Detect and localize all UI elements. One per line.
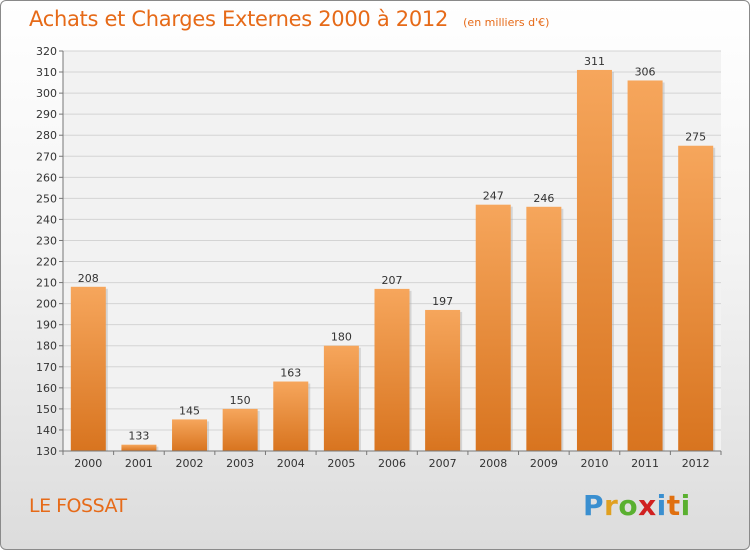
bar-2009 (526, 206, 562, 451)
y-tick-label: 180 (36, 340, 57, 353)
data-label: 150 (230, 394, 251, 407)
x-tick-label: 2002 (176, 457, 204, 470)
x-tick-label: 2001 (125, 457, 153, 470)
bar-2006 (374, 288, 410, 451)
data-label: 145 (179, 404, 200, 417)
bar-2012 (678, 145, 714, 451)
x-tick-label: 2003 (226, 457, 254, 470)
y-tick-label: 310 (36, 66, 57, 79)
x-tick-label: 2005 (327, 457, 355, 470)
bar-2002 (172, 419, 208, 451)
chart-subtitle: (en milliers d'€) (463, 16, 550, 29)
data-label: 133 (128, 430, 149, 443)
y-tick-label: 170 (36, 361, 57, 374)
y-tick-label: 280 (36, 129, 57, 142)
y-tick-label: 290 (36, 108, 57, 121)
y-tick-label: 270 (36, 150, 57, 163)
bar-2011 (627, 80, 663, 451)
data-label: 180 (331, 331, 352, 344)
bar-2008 (475, 204, 511, 451)
logo-letter: t (666, 489, 681, 522)
y-tick-label: 130 (36, 445, 57, 458)
logo-letter: r (604, 489, 619, 522)
logo-letter: o (618, 489, 639, 522)
data-label: 208 (78, 272, 99, 285)
logo-letter: i (656, 489, 667, 522)
y-tick-label: 190 (36, 319, 57, 332)
y-tick-label: 240 (36, 213, 57, 226)
data-label: 311 (584, 55, 605, 68)
data-label: 306 (635, 65, 656, 78)
logo-letter: i (680, 489, 691, 522)
bar-2003 (222, 408, 258, 451)
x-tick-label: 2010 (580, 457, 608, 470)
x-tick-label: 2007 (429, 457, 457, 470)
y-tick-label: 300 (36, 87, 57, 100)
data-label: 247 (483, 190, 504, 203)
chart-title: Achats et Charges Externes 2000 à 2012 (29, 7, 449, 31)
y-tick-label: 200 (36, 298, 57, 311)
x-tick-label: 2011 (631, 457, 659, 470)
bar-2007 (425, 309, 461, 451)
data-label: 275 (685, 131, 706, 144)
y-tick-label: 260 (36, 171, 57, 184)
bars (70, 69, 716, 452)
x-tick-label: 2008 (479, 457, 507, 470)
title-row: Achats et Charges Externes 2000 à 2012 (… (29, 7, 549, 31)
y-tick-label: 320 (36, 45, 57, 58)
x-tick-label: 2012 (682, 457, 710, 470)
y-tick-label: 210 (36, 277, 57, 290)
x-tick-label: 2009 (530, 457, 558, 470)
bar-2004 (273, 381, 309, 451)
bar-2010 (576, 69, 612, 452)
bar-2000 (70, 286, 106, 451)
data-label: 163 (280, 367, 301, 380)
y-tick-label: 250 (36, 192, 57, 205)
data-label: 246 (533, 192, 554, 205)
y-tick-label: 160 (36, 382, 57, 395)
data-label: 197 (432, 295, 453, 308)
y-tick-label: 150 (36, 403, 57, 416)
y-tick-label: 230 (36, 234, 57, 247)
x-tick-label: 2006 (378, 457, 406, 470)
data-labels: 208 133 145 150 163 180 207 197 247 246 311 306 275 (78, 55, 706, 443)
logo-letter: P (583, 489, 605, 522)
x-tick-label: 2000 (74, 457, 102, 470)
logo-letter: x (638, 489, 657, 522)
location-name: LE FOSSAT (29, 495, 127, 517)
y-tick-label: 220 (36, 256, 57, 269)
proxiti-logo: Proxiti (583, 489, 691, 522)
data-label: 207 (382, 274, 403, 287)
bar-2001 (121, 444, 157, 451)
x-tick-label: 2004 (277, 457, 305, 470)
bar-2005 (323, 345, 359, 451)
axes: 130 140 150 160 170 180 190 200 210 220 230 240 250 2… (36, 45, 722, 470)
y-tick-label: 140 (36, 424, 57, 437)
